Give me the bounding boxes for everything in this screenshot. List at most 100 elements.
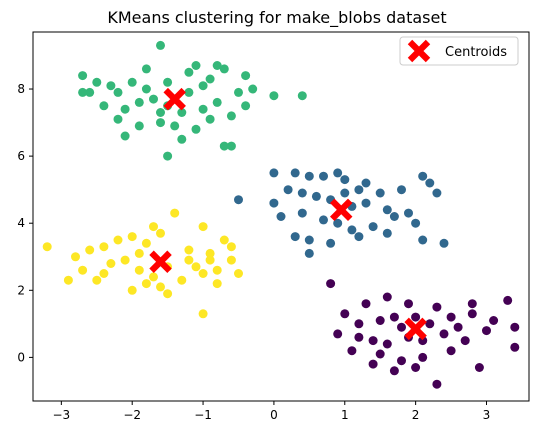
data-point	[219, 64, 229, 74]
data-point	[191, 262, 201, 272]
y-tick-label: 0	[17, 350, 25, 364]
data-point	[219, 141, 229, 151]
data-point	[326, 279, 336, 289]
x-tick-label: −1	[194, 408, 212, 422]
data-point	[418, 171, 428, 181]
centroid-marker	[407, 39, 431, 63]
data-point	[184, 245, 194, 255]
data-point	[446, 312, 456, 322]
data-point	[226, 242, 236, 252]
data-point	[113, 87, 123, 97]
data-point	[127, 232, 137, 242]
data-point	[241, 101, 251, 111]
data-point	[389, 212, 399, 221]
data-point	[205, 74, 215, 84]
data-point	[269, 91, 279, 101]
centroid-marker	[330, 198, 353, 222]
x-tick-label: 1	[341, 408, 349, 422]
data-point	[404, 299, 413, 309]
data-point	[198, 222, 208, 232]
data-point	[340, 309, 350, 319]
data-point	[276, 212, 286, 221]
data-point	[184, 67, 194, 77]
data-point	[120, 131, 130, 141]
data-point	[361, 178, 371, 188]
legend-centroid-marker	[407, 39, 431, 63]
data-point	[319, 215, 328, 225]
data-point	[411, 363, 421, 372]
y-tick-label: 8	[17, 82, 25, 96]
data-point	[127, 285, 137, 295]
data-point	[42, 242, 52, 252]
data-point	[212, 97, 222, 107]
data-point	[99, 101, 109, 111]
data-point	[234, 195, 243, 205]
data-point	[269, 198, 279, 208]
data-point	[99, 242, 109, 252]
y-tick-label: 4	[17, 216, 25, 230]
y-tick-label: 6	[17, 149, 25, 163]
centroid-x-shape	[163, 87, 186, 111]
data-point	[226, 141, 236, 151]
data-point	[382, 228, 392, 238]
centroid-x-shape	[149, 250, 172, 274]
data-point	[198, 269, 208, 278]
x-tick-label: −3	[52, 408, 70, 422]
data-point	[425, 178, 435, 188]
data-point	[432, 188, 442, 198]
centroid-x-shape	[330, 198, 353, 222]
data-point	[92, 77, 102, 87]
data-point	[510, 342, 520, 352]
data-point	[234, 87, 243, 97]
data-point	[134, 265, 144, 275]
axes: −3 −2 −1 0 1 2 3 0 2 4 6 8	[17, 31, 530, 422]
data-point	[113, 235, 123, 245]
data-point	[354, 185, 364, 195]
data-point	[347, 225, 357, 235]
data-point	[382, 205, 392, 215]
data-point	[446, 346, 456, 356]
data-point	[191, 61, 201, 70]
data-point	[198, 309, 208, 319]
data-point	[149, 222, 158, 232]
data-point	[170, 208, 180, 218]
data-point	[319, 171, 328, 181]
data-marks	[42, 40, 520, 389]
data-point	[163, 77, 173, 87]
data-point	[177, 134, 187, 144]
data-point	[467, 309, 477, 319]
x-tick-label: −2	[123, 408, 141, 422]
data-point	[297, 208, 307, 218]
data-point	[333, 168, 343, 178]
data-point	[163, 289, 173, 299]
data-point	[389, 312, 399, 322]
centroid-marker	[163, 87, 186, 111]
data-point	[184, 87, 194, 97]
data-point	[418, 235, 428, 245]
data-point	[269, 168, 279, 178]
data-point	[163, 151, 173, 161]
data-point	[106, 259, 116, 268]
data-point	[354, 332, 364, 342]
data-point	[432, 302, 442, 312]
data-point	[63, 275, 73, 285]
legend: Centroids	[399, 36, 519, 66]
data-point	[205, 114, 215, 124]
data-point	[304, 171, 314, 181]
data-point	[177, 275, 187, 285]
data-point	[439, 329, 449, 339]
data-point	[156, 108, 165, 117]
data-point	[120, 255, 130, 265]
data-point	[78, 71, 88, 81]
data-point	[482, 326, 491, 336]
data-point	[333, 329, 343, 339]
data-point	[170, 121, 180, 131]
data-point	[106, 81, 116, 91]
data-point	[156, 228, 165, 238]
data-point	[453, 322, 463, 332]
data-point	[297, 91, 307, 101]
data-point	[382, 339, 392, 349]
data-point	[156, 40, 165, 50]
data-point	[234, 269, 243, 278]
data-point	[78, 87, 88, 97]
